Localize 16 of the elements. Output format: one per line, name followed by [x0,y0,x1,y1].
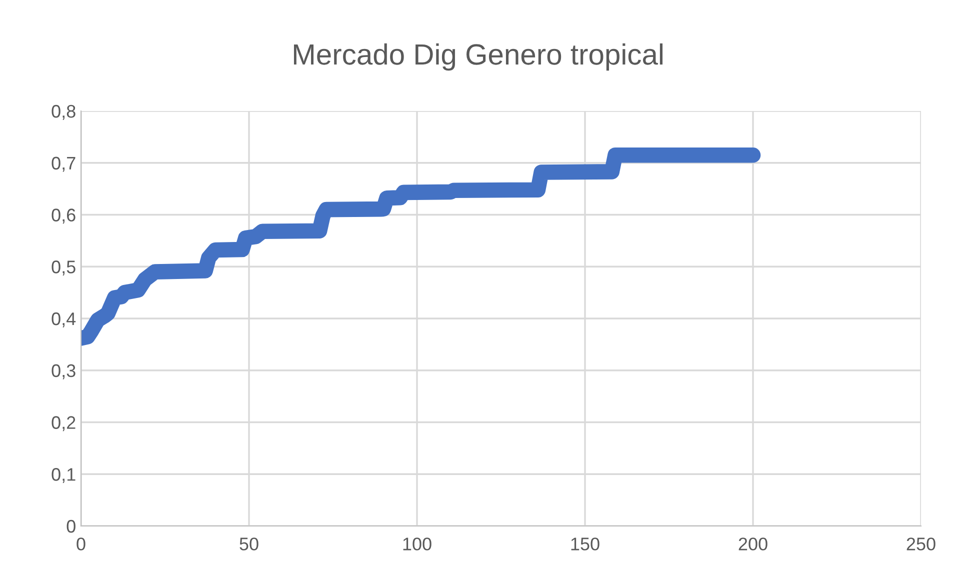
x-tick-label: 250 [906,538,936,550]
y-tick-label: 0,2 [52,416,76,432]
x-tick-label: 50 [240,538,258,550]
x-tick-label: 0 [76,538,86,550]
y-tick-label: 0,5 [52,260,76,276]
x-tick-label: 150 [571,538,600,550]
y-tick-label: 0 [66,520,76,533]
y-tick-label: 0,7 [52,156,76,172]
x-tick-label: 200 [738,538,768,550]
y-tick-label: 0,3 [52,364,76,380]
y-tick-label: 0,8 [52,104,76,120]
y-tick-label: 0,6 [52,208,76,224]
x-tick-label: 100 [403,538,432,550]
chart-title: Mercado Dig Genero tropical [294,43,662,71]
y-tick-label: 0,1 [52,468,76,483]
y-tick-label: 0,4 [52,312,76,328]
